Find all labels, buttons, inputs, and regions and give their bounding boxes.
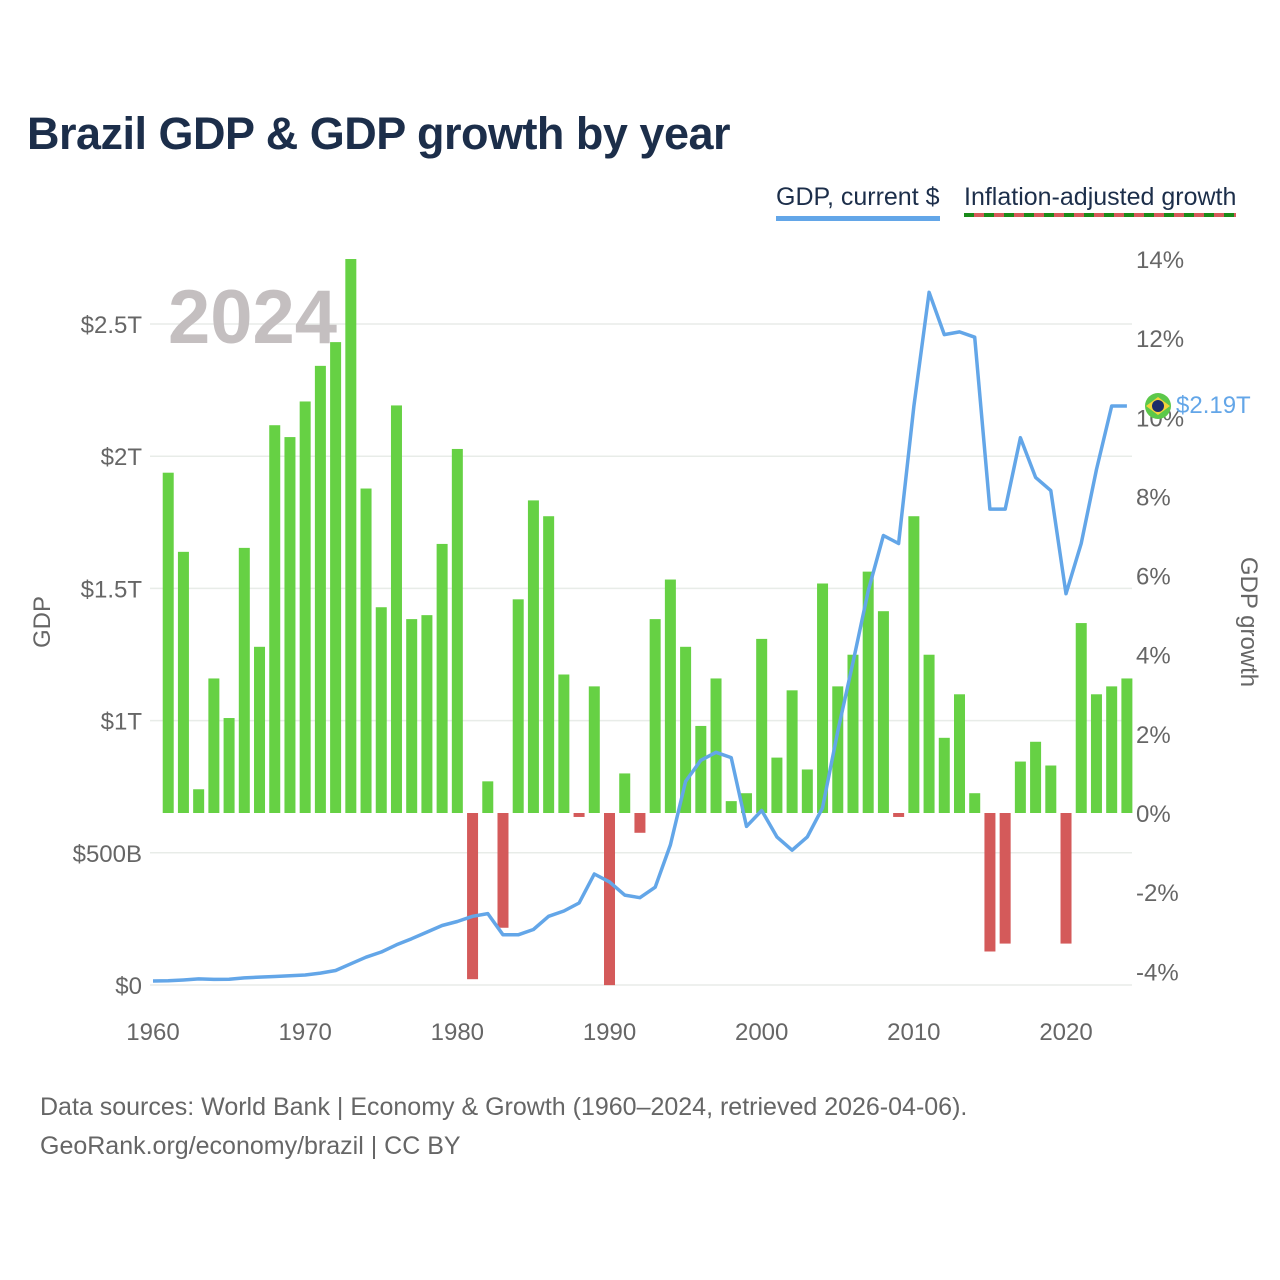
x-tick-label: 1970 [278, 1019, 331, 1046]
growth-bar[interactable] [406, 619, 418, 813]
x-tick-label: 2000 [735, 1019, 788, 1046]
growth-bar[interactable] [375, 607, 387, 813]
legend-growth[interactable]: Inflation-adjusted growth [964, 183, 1237, 217]
y-right-tick-label: 8% [1136, 484, 1171, 511]
growth-bar[interactable] [254, 646, 266, 813]
growth-bar[interactable] [954, 694, 966, 813]
growth-bar[interactable] [543, 516, 555, 813]
growth-bar[interactable] [1030, 741, 1042, 813]
y-left-tick-label: $0 [115, 973, 142, 1000]
growth-bar[interactable] [193, 789, 205, 813]
growth-bar[interactable] [832, 686, 844, 813]
growth-bar[interactable] [436, 543, 448, 813]
growth-bar[interactable] [938, 737, 950, 813]
growth-bar[interactable] [558, 674, 570, 813]
growth-bar[interactable] [923, 654, 935, 813]
growth-bar[interactable] [649, 619, 661, 813]
y-right-tick-label: -2% [1136, 880, 1179, 907]
growth-bar[interactable] [847, 654, 859, 813]
growth-bar[interactable] [634, 813, 646, 833]
legend-gdp[interactable]: GDP, current $ [776, 183, 940, 221]
growth-bar[interactable] [269, 425, 281, 813]
growth-bar[interactable] [969, 793, 981, 813]
growth-bar[interactable] [512, 599, 524, 813]
y-left-tick-label: $2T [101, 444, 143, 471]
growth-bar[interactable] [162, 472, 174, 813]
growth-bar[interactable] [999, 813, 1011, 944]
growth-bar[interactable] [756, 638, 768, 813]
growth-bar[interactable] [877, 611, 889, 813]
y-left-tick-label: $1T [101, 709, 143, 736]
growth-bar[interactable] [497, 813, 509, 928]
growth-bar[interactable] [1090, 694, 1102, 813]
growth-bar[interactable] [619, 773, 631, 813]
growth-bar[interactable] [421, 615, 433, 813]
growth-bar[interactable] [1121, 678, 1133, 813]
y-right-tick-label: 6% [1136, 564, 1171, 591]
y-right-tick-label: 2% [1136, 722, 1171, 749]
growth-bar[interactable] [1106, 686, 1118, 813]
growth-bar[interactable] [1075, 623, 1087, 813]
growth-bar[interactable] [740, 793, 752, 813]
growth-bar[interactable] [1060, 813, 1072, 944]
growth-bar[interactable] [177, 551, 189, 813]
growth-bar[interactable] [527, 500, 539, 813]
y-right-tick-label: 0% [1136, 801, 1171, 828]
growth-bar[interactable] [680, 646, 692, 813]
growth-bar[interactable] [984, 813, 996, 952]
y-axis-right-label: GDP growth [1235, 557, 1262, 687]
growth-bar[interactable] [893, 813, 905, 817]
x-tick-label: 1990 [583, 1019, 636, 1046]
growth-bar[interactable] [451, 448, 463, 813]
y-left-tick-label: $500B [73, 841, 142, 868]
brazil-flag-icon [1145, 393, 1171, 419]
x-tick-label: 2010 [887, 1019, 940, 1046]
growth-bar[interactable] [314, 365, 326, 813]
y-right-tick-label: -4% [1136, 959, 1179, 986]
growth-bar[interactable] [710, 678, 722, 813]
y-right-tick-label: 14% [1136, 247, 1184, 274]
end-value-label: $2.19T [1176, 392, 1251, 419]
growth-bar[interactable] [1014, 761, 1026, 813]
growth-bar[interactable] [695, 725, 707, 813]
growth-bar[interactable] [238, 547, 250, 813]
growth-bar[interactable] [299, 401, 311, 813]
y-right-tick-label: 12% [1136, 326, 1184, 353]
footer: Data sources: World Bank | Economy & Gro… [40, 1088, 967, 1166]
chart-title: Brazil GDP & GDP growth by year [27, 108, 731, 159]
gdp-line [152, 290, 1127, 983]
x-tick-label: 2020 [1039, 1019, 1092, 1046]
x-tick-label: 1960 [126, 1019, 179, 1046]
y-axis-left-label: GDP [29, 596, 56, 648]
growth-bar[interactable] [208, 678, 220, 813]
growth-bar[interactable] [862, 571, 874, 813]
growth-bar[interactable] [390, 405, 402, 813]
growth-bar[interactable] [360, 488, 372, 813]
year-overlay: 2024 [168, 275, 337, 360]
growth-bar[interactable] [330, 342, 342, 813]
growth-bar[interactable] [588, 686, 600, 813]
x-tick-label: 1980 [431, 1019, 484, 1046]
footer-link[interactable]: GeoRank.org/economy/brazil | CC BY [40, 1132, 461, 1160]
y-right-tick-label: 4% [1136, 643, 1171, 670]
growth-bar[interactable] [908, 516, 920, 813]
growth-bar[interactable] [771, 757, 783, 813]
growth-bar[interactable] [482, 781, 494, 813]
growth-bar[interactable] [801, 769, 813, 813]
growth-bar[interactable] [467, 813, 479, 980]
growth-bar[interactable] [284, 437, 296, 813]
footer-sources: Data sources: World Bank | Economy & Gro… [40, 1093, 968, 1121]
growth-bar[interactable] [786, 690, 798, 813]
growth-bar[interactable] [664, 579, 676, 813]
y-left-tick-label: $1.5T [81, 576, 143, 603]
growth-bar[interactable] [604, 813, 616, 986]
growth-bar[interactable] [345, 259, 357, 813]
growth-bar[interactable] [1045, 765, 1057, 813]
growth-bar[interactable] [573, 813, 585, 817]
growth-bar[interactable] [725, 801, 737, 813]
y-left-tick-label: $2.5T [81, 312, 143, 339]
growth-bar[interactable] [817, 583, 829, 813]
growth-bar[interactable] [223, 718, 235, 813]
